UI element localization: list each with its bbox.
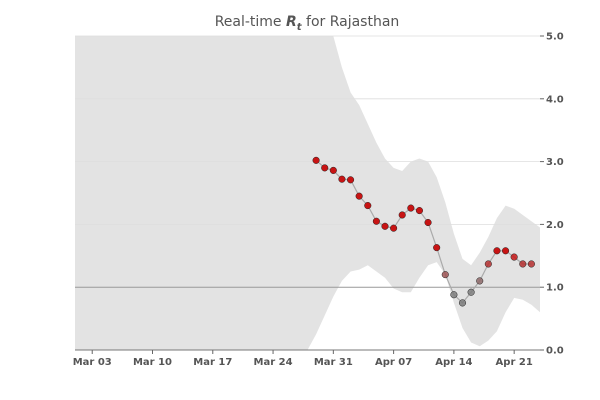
rt-point — [476, 277, 484, 285]
rt-point — [484, 260, 492, 268]
rt-point — [338, 175, 346, 183]
rt-point — [390, 224, 398, 232]
rt-point — [433, 244, 441, 252]
rt-point — [312, 156, 320, 164]
x-tick-label: Apr 07 — [375, 357, 412, 368]
rt-point — [381, 222, 389, 230]
rt-point — [407, 204, 415, 212]
x-tick-label: Mar 17 — [193, 357, 232, 368]
y-tick-label: 5.0 — [546, 32, 564, 43]
x-tick-label: Mar 10 — [133, 357, 172, 368]
rt-point — [450, 291, 458, 299]
grid-layer — [75, 35, 540, 288]
y-tick-label: 4.0 — [546, 94, 564, 105]
y-tick-label: 1.0 — [546, 283, 564, 294]
chart-title-symbol: R — [286, 14, 297, 30]
rt-point — [321, 164, 329, 172]
series-layer — [312, 156, 535, 307]
rt-point — [398, 211, 406, 219]
rt-point — [347, 176, 355, 184]
chart-title-subscript: t — [297, 22, 303, 33]
rt-point — [527, 260, 535, 268]
rt-point — [510, 253, 518, 261]
rt-point — [493, 247, 501, 255]
chart-title: Real-time Rt for Rajasthan — [215, 14, 400, 33]
x-tick-label: Mar 03 — [73, 357, 112, 368]
rt-point — [458, 299, 467, 307]
rt-point — [415, 207, 423, 215]
x-tick-label: Mar 24 — [254, 357, 293, 368]
y-tick-label: 2.0 — [546, 220, 564, 231]
x-tick-label: Apr 14 — [435, 357, 472, 368]
rt-point — [355, 192, 363, 200]
rt-point — [372, 217, 380, 225]
axis-layer: 0.0 1.0 2.0 3.0 4.0 5.0 Mar 03 Mar 10 Mar 17 Mar … — [73, 32, 564, 369]
rt-point — [441, 271, 449, 279]
chart-title-prefix: Real-time — [215, 14, 286, 30]
credible-interval-band — [75, 36, 540, 350]
chart-title-suffix: for Rajasthan — [302, 14, 400, 30]
y-tick-label: 3.0 — [546, 157, 564, 168]
rt-point — [364, 202, 372, 210]
rt-point — [329, 166, 337, 174]
rt-point — [467, 288, 475, 296]
rt-point — [424, 218, 432, 227]
y-tick-label: 0.0 — [546, 346, 564, 357]
rt-point — [519, 260, 527, 268]
credible-interval-layer — [75, 36, 540, 350]
x-tick-label: Mar 31 — [314, 357, 353, 368]
rt-point — [502, 247, 510, 255]
x-tick-label: Apr 21 — [496, 357, 533, 368]
